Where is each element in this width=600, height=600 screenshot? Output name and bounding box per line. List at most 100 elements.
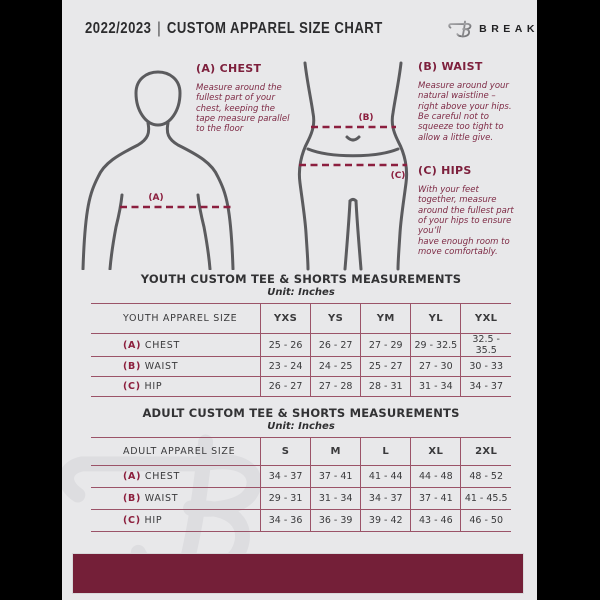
table-header-row: ADULT APPAREL SIZE S M L XL 2XL <box>91 437 511 466</box>
adult-section: ADULT CUSTOM TEE & SHORTS MEASUREMENTS U… <box>91 406 511 532</box>
size-header-cell: XL <box>410 437 461 466</box>
left-shoulder-arm <box>81 121 151 270</box>
row-prefix: (C) <box>123 381 141 392</box>
size-header-cell: YXL <box>460 303 511 334</box>
title-divider: | <box>157 20 162 37</box>
measurement-cell: 43 - 46 <box>410 509 461 532</box>
footer-bar <box>72 553 524 594</box>
chest-line-label: (A) <box>148 193 163 203</box>
chest-instruction: (A) CHEST Measure around the fullest par… <box>196 62 321 135</box>
measurement-cell: 24 - 25 <box>310 356 361 377</box>
row-prefix: (A) <box>123 471 142 482</box>
left-inner-arm <box>108 193 124 270</box>
measurement-cell: 37 - 41 <box>410 487 461 510</box>
chest-body-text: Measure around the fullest part of your … <box>196 83 290 135</box>
measurement-cell: 27 - 28 <box>310 376 361 397</box>
brand-lockup: BREAKAWAY <box>448 18 537 40</box>
title-year: 2022/2023 <box>85 20 152 37</box>
measurement-cell: 26 - 27 <box>310 333 361 357</box>
hips-body-text: With your feet together, measure around … <box>418 185 514 258</box>
row-prefix: (B) <box>123 361 142 372</box>
youth-size-table: YOUTH APPAREL SIZE YXS YS YM YL YXL (A) CHEST 2… <box>91 303 511 397</box>
size-header-cell: 2XL <box>460 437 511 466</box>
hip-line-label: (C) <box>391 171 406 181</box>
size-column-header: YOUTH APPAREL SIZE <box>123 313 238 324</box>
breakaway-b-logo-icon <box>448 20 472 38</box>
size-header-cell: M <box>310 437 361 466</box>
waist-heading: (B) WAIST <box>418 60 483 73</box>
measurement-cell: 37 - 41 <box>310 465 361 488</box>
measurement-cell: 32.5 - 35.5 <box>460 333 511 357</box>
measurement-cell: 26 - 27 <box>259 376 311 397</box>
size-header-cell: YM <box>360 303 411 334</box>
measurement-row-label: (B) WAIST <box>123 361 179 372</box>
size-header-cell: YL <box>410 303 461 334</box>
adult-table-unit: Unit: Inches <box>267 421 335 432</box>
page-title: 2022/2023 | CUSTOM APPAREL SIZE CHART <box>85 20 383 38</box>
size-column-header: ADULT APPAREL SIZE <box>123 446 236 457</box>
right-inner-leg <box>354 199 363 271</box>
left-hip-leg-outline <box>297 61 316 271</box>
table-row: (C) HIP 26 - 27 27 - 28 28 - 31 31 - 34 34 - … <box>91 376 511 397</box>
measurement-cell: 31 - 34 <box>410 376 461 397</box>
measurement-cell: 29 - 32.5 <box>410 333 461 357</box>
size-header-cell: YS <box>310 303 361 334</box>
measurement-cell: 34 - 37 <box>360 487 411 510</box>
size-header-cell: YXS <box>259 303 311 334</box>
lower-body-diagram: (B) (C) <box>297 61 409 271</box>
measurement-row-label: (C) HIP <box>123 381 163 392</box>
measurement-cell: 48 - 52 <box>460 465 511 488</box>
youth-section: YOUTH CUSTOM TEE & SHORTS MEASUREMENTS U… <box>91 272 511 397</box>
measurement-cell: 27 - 30 <box>410 356 461 377</box>
waist-body-text: Measure around your natural waistline – … <box>418 81 512 143</box>
waist-instruction: (B) WAIST Measure around your natural wa… <box>418 60 537 143</box>
table-row: (A) CHEST 25 - 26 26 - 27 27 - 29 29 - 32.5 3… <box>91 333 511 357</box>
measurement-cell: 31 - 34 <box>310 487 361 510</box>
measurement-cell: 34 - 37 <box>460 376 511 397</box>
chest-heading: (A) CHEST <box>196 62 262 75</box>
row-prefix: (C) <box>123 515 141 526</box>
table-header-row: YOUTH APPAREL SIZE YXS YS YM YL YXL <box>91 303 511 334</box>
measurement-cell: 28 - 31 <box>360 376 411 397</box>
header: 2022/2023 | CUSTOM APPAREL SIZE CHART <box>85 13 537 45</box>
measurement-cell: 30 - 33 <box>460 356 511 377</box>
adult-table-title: ADULT CUSTOM TEE & SHORTS MEASUREMENTS <box>142 406 460 420</box>
measurement-cell: 41 - 44 <box>360 465 411 488</box>
head-outline <box>134 70 182 127</box>
table-row: (B) WAIST 23 - 24 24 - 25 25 - 27 27 - 30 30 … <box>91 356 511 377</box>
measurement-cell: 25 - 26 <box>259 333 311 357</box>
hips-instruction: (C) HIPS With your feet together, measur… <box>418 164 537 258</box>
waist-line-label: (B) <box>358 113 373 123</box>
table-row: (C) HIP 34 - 36 36 - 39 39 - 42 43 - 46 46 - … <box>91 509 511 532</box>
youth-table-unit: Unit: Inches <box>267 287 335 298</box>
hips-heading: (C) HIPS <box>418 164 472 177</box>
measurement-cell: 34 - 37 <box>259 465 311 488</box>
size-header-cell: L <box>360 437 411 466</box>
row-prefix: (A) <box>123 339 142 351</box>
measurement-cell: 23 - 24 <box>259 356 311 377</box>
navel-mark <box>345 135 361 142</box>
measurement-row-label: (B) WAIST <box>123 493 179 504</box>
measurement-row-label: (A) CHEST <box>123 471 180 482</box>
measurement-cell: 41 - 45.5 <box>460 487 511 510</box>
measurement-row-label: (A) CHEST <box>123 339 180 351</box>
left-inner-leg <box>343 199 352 271</box>
right-inner-arm <box>196 193 212 270</box>
title-text: CUSTOM APPAREL SIZE CHART <box>166 20 383 37</box>
measurement-cell: 36 - 39 <box>310 509 361 532</box>
row-prefix: (B) <box>123 493 142 504</box>
measurement-row-label: (C) HIP <box>123 515 163 526</box>
youth-table-title: YOUTH CUSTOM TEE & SHORTS MEASUREMENTS <box>140 272 462 286</box>
measurement-cell: 25 - 27 <box>360 356 411 377</box>
table-row: (A) CHEST 34 - 37 37 - 41 41 - 44 44 - 48 48 … <box>91 465 511 488</box>
waistband-curve <box>306 147 400 158</box>
measurement-cell: 46 - 50 <box>460 509 511 532</box>
torso-diagram: (A) <box>81 70 235 270</box>
brand-name: BREAKAWAY <box>479 23 537 35</box>
right-shoulder-arm <box>165 121 235 270</box>
right-hip-leg-outline <box>390 61 409 271</box>
table-row: (B) WAIST 29 - 31 31 - 34 34 - 37 37 - 41 41 … <box>91 487 511 510</box>
size-chart-page: 2022/2023 | CUSTOM APPAREL SIZE CHART <box>62 0 537 600</box>
measurement-cell: 29 - 31 <box>259 487 311 510</box>
